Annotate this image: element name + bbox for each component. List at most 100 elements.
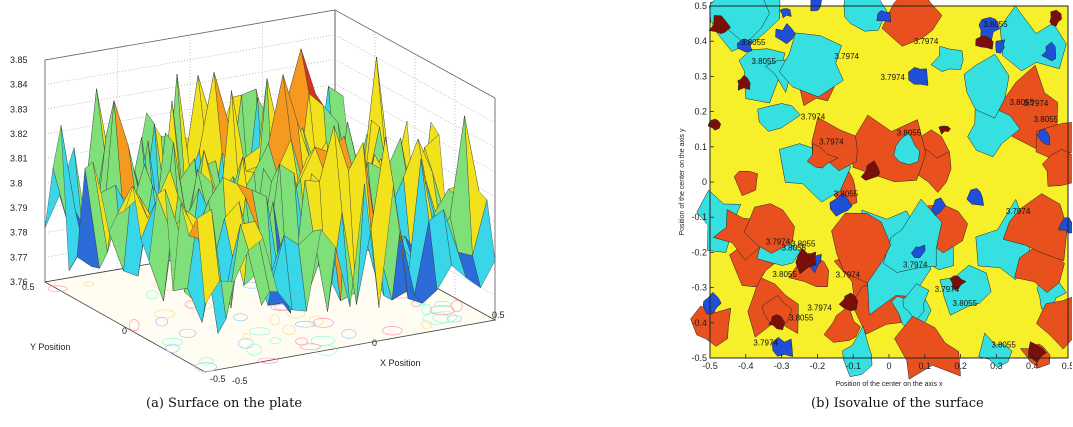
grid-line — [334, 34, 496, 123]
contour-level-label: 3.7974 — [836, 270, 861, 279]
y-tick-labels: 0.5 0 -0.5 — [22, 282, 226, 384]
contour-region — [1036, 296, 1072, 350]
contour-level-label: 3.8055 — [991, 340, 1016, 349]
x-axis-label: Position of the center on the axis x — [835, 381, 943, 388]
contour-level-label: 3.7974 — [903, 261, 928, 270]
floor-contour — [341, 329, 357, 339]
y-tick-label: -0.5 — [210, 374, 226, 384]
grid-line — [44, 9, 336, 61]
contour-region-peak — [707, 118, 721, 131]
contour-level-label: 3.8055 — [741, 38, 766, 47]
contour-region-peak — [779, 8, 792, 19]
contour-level-label: 3.8055 — [789, 313, 814, 322]
y-tick-label: 0.3 — [694, 71, 707, 81]
z-tick-label: 3.81 — [10, 154, 28, 164]
contour-level-label: 3.7974 — [807, 304, 832, 313]
surface-mesh — [44, 48, 496, 334]
contour-region — [823, 305, 861, 343]
contour-region-peak — [771, 336, 793, 357]
floor-contour — [194, 362, 217, 372]
y-tick-label: -0.3 — [691, 283, 707, 293]
contour-level-label: 3.8055 — [983, 20, 1008, 29]
contour-region-peak — [938, 125, 951, 135]
grid-line — [334, 83, 496, 173]
z-tick-label: 3.84 — [10, 80, 28, 90]
contour-region-peak — [768, 314, 785, 331]
contour-region — [733, 171, 758, 196]
x-tick-label: -0.5 — [232, 376, 248, 386]
z-tick-label: 3.82 — [10, 129, 28, 139]
contour-region — [967, 106, 1021, 158]
contour-level-label: 3.7974 — [1024, 99, 1049, 108]
contour-region-peak — [949, 275, 967, 290]
z-tick-labels: 3.85 3.84 3.83 3.82 3.81 3.8 3.79 3.78 3.77 3.76 — [10, 55, 28, 287]
y-tick-label: 0.5 — [694, 1, 707, 11]
contour-fill — [690, 0, 1072, 380]
x-tick-label: 0.5 — [492, 310, 505, 320]
contour-level-label: 3.7974 — [801, 112, 826, 121]
contour-region — [978, 332, 1013, 368]
contour-region — [690, 305, 732, 347]
surface-patch — [196, 209, 220, 305]
y-axis-label: Y Position — [30, 342, 70, 352]
x-tick-label: -0.2 — [810, 361, 826, 371]
floor-contour — [312, 317, 334, 328]
x-tick-label: 0.5 — [1062, 361, 1072, 371]
x-tick-label: 0.4 — [1026, 361, 1039, 371]
floor-contour — [316, 344, 338, 356]
z-tick-label: 3.79 — [10, 203, 28, 213]
x-tick-labels: -0.5 0 0.5 — [232, 310, 505, 386]
floor-contour — [295, 337, 309, 346]
contour-region-peak — [1041, 41, 1056, 62]
floor-contour — [382, 326, 403, 336]
contour-region — [894, 315, 961, 380]
x-axis-label: X Position — [380, 358, 421, 368]
contour-region-peak — [995, 39, 1006, 54]
contour-region-peak — [910, 244, 926, 258]
floor-contour — [294, 320, 317, 328]
x-tick-label: 0.1 — [919, 361, 932, 371]
y-tick-label: -0.4 — [691, 318, 707, 328]
floor-contour — [434, 301, 452, 308]
y-tick-label: 0 — [702, 177, 707, 187]
z-tick-label: 3.83 — [10, 104, 28, 114]
x-tick-label: -0.1 — [845, 361, 861, 371]
floor-contour — [446, 314, 463, 323]
contour-region — [743, 203, 795, 254]
contour-region — [757, 103, 801, 132]
contour-region — [843, 0, 888, 32]
y-tick-label: 0 — [122, 326, 127, 336]
y-tick-label: 0.5 — [22, 282, 35, 292]
grid-line — [334, 108, 496, 197]
contour-region-peak — [1036, 129, 1050, 146]
contour-region-peak — [708, 15, 731, 34]
contour-region-peak — [1058, 217, 1072, 234]
contour-region-peak — [1028, 341, 1047, 363]
contour-region — [1002, 193, 1068, 262]
floor-contour — [429, 305, 455, 316]
floor-contour — [451, 299, 463, 313]
contour-region-peak — [1049, 9, 1062, 27]
contour-region-peak — [829, 193, 853, 217]
z-tick-label: 3.76 — [10, 277, 28, 287]
contour-region-peak — [966, 188, 985, 206]
floor-contour — [198, 357, 214, 365]
x-tick-label: 0 — [372, 338, 377, 348]
contour-region-peak — [975, 35, 994, 50]
contour-region — [930, 45, 964, 72]
contour-region-peak — [795, 247, 817, 275]
floor-contour — [248, 327, 271, 336]
floor-contour — [269, 337, 282, 345]
contour-level-label: 3.8055 — [953, 299, 978, 308]
contour-region-peak — [931, 197, 947, 216]
floor-contour — [422, 312, 450, 325]
contour-level-label: 3.8055 — [772, 270, 797, 279]
y-tick-label: 0.2 — [694, 107, 707, 117]
contour-region-peak — [876, 10, 892, 23]
y-tick-label: 0.4 — [694, 36, 707, 46]
contour-region — [842, 325, 873, 377]
floor-contour — [178, 328, 197, 338]
floor-contour — [128, 319, 140, 332]
x-tick-label: 0.3 — [990, 361, 1003, 371]
contour-level-label: 3.8055 — [897, 128, 922, 137]
